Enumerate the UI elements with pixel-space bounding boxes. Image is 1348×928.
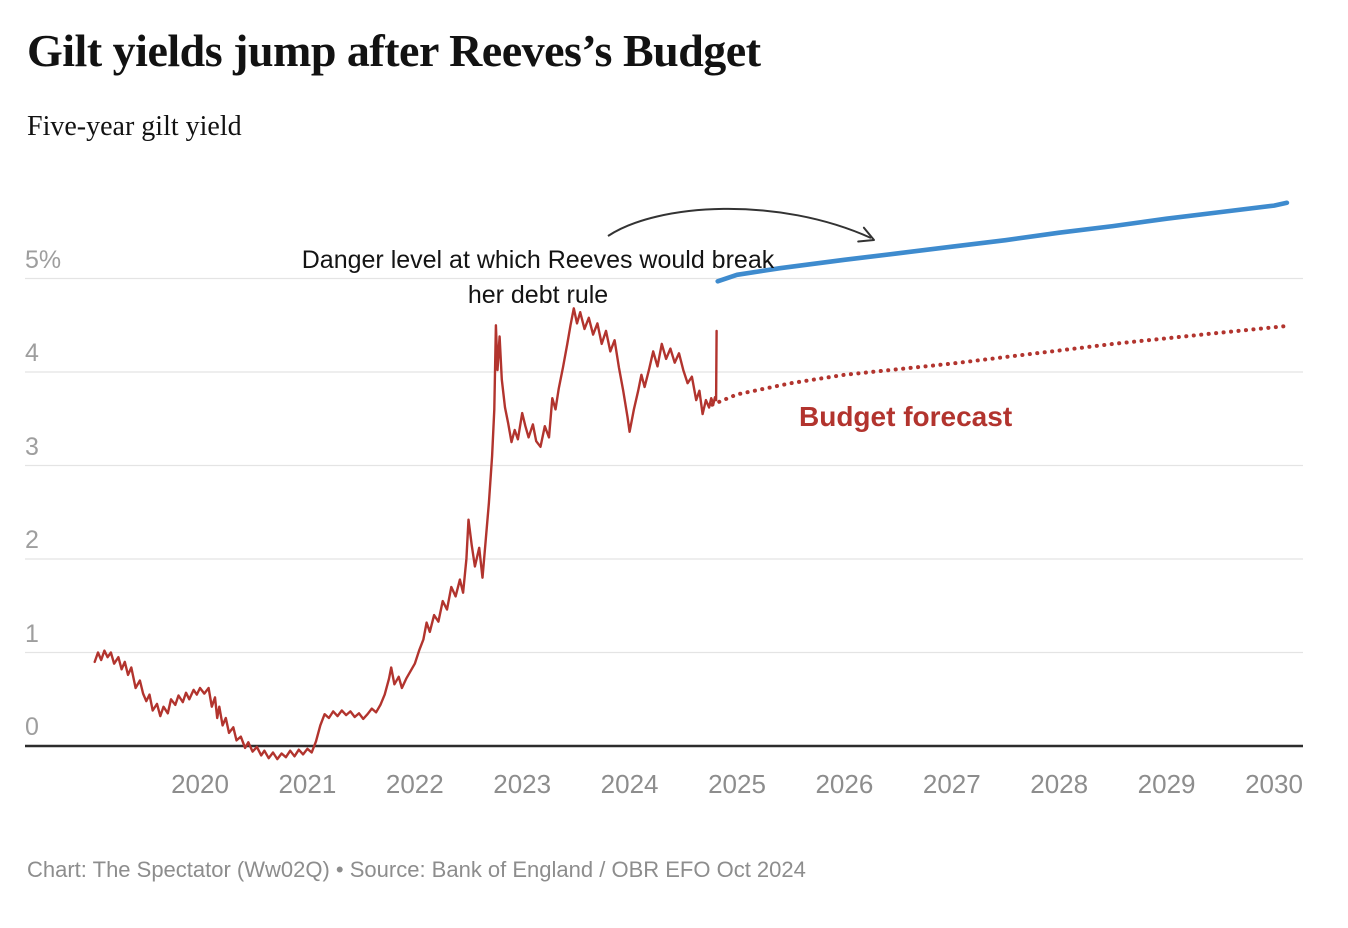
chart-subtitle: Five-year gilt yield (27, 111, 242, 142)
chart-credit: Chart: The Spectator (Ww02Q) • Source: B… (27, 857, 806, 882)
danger-line (715, 200, 1290, 284)
forecast-line (710, 324, 1287, 407)
history-line (93, 307, 718, 761)
annotation-arrow-curve (607, 207, 872, 239)
chart-title: Gilt yields jump after Reeves’s Budget (27, 25, 761, 76)
annotation-arrow-head (857, 226, 875, 243)
